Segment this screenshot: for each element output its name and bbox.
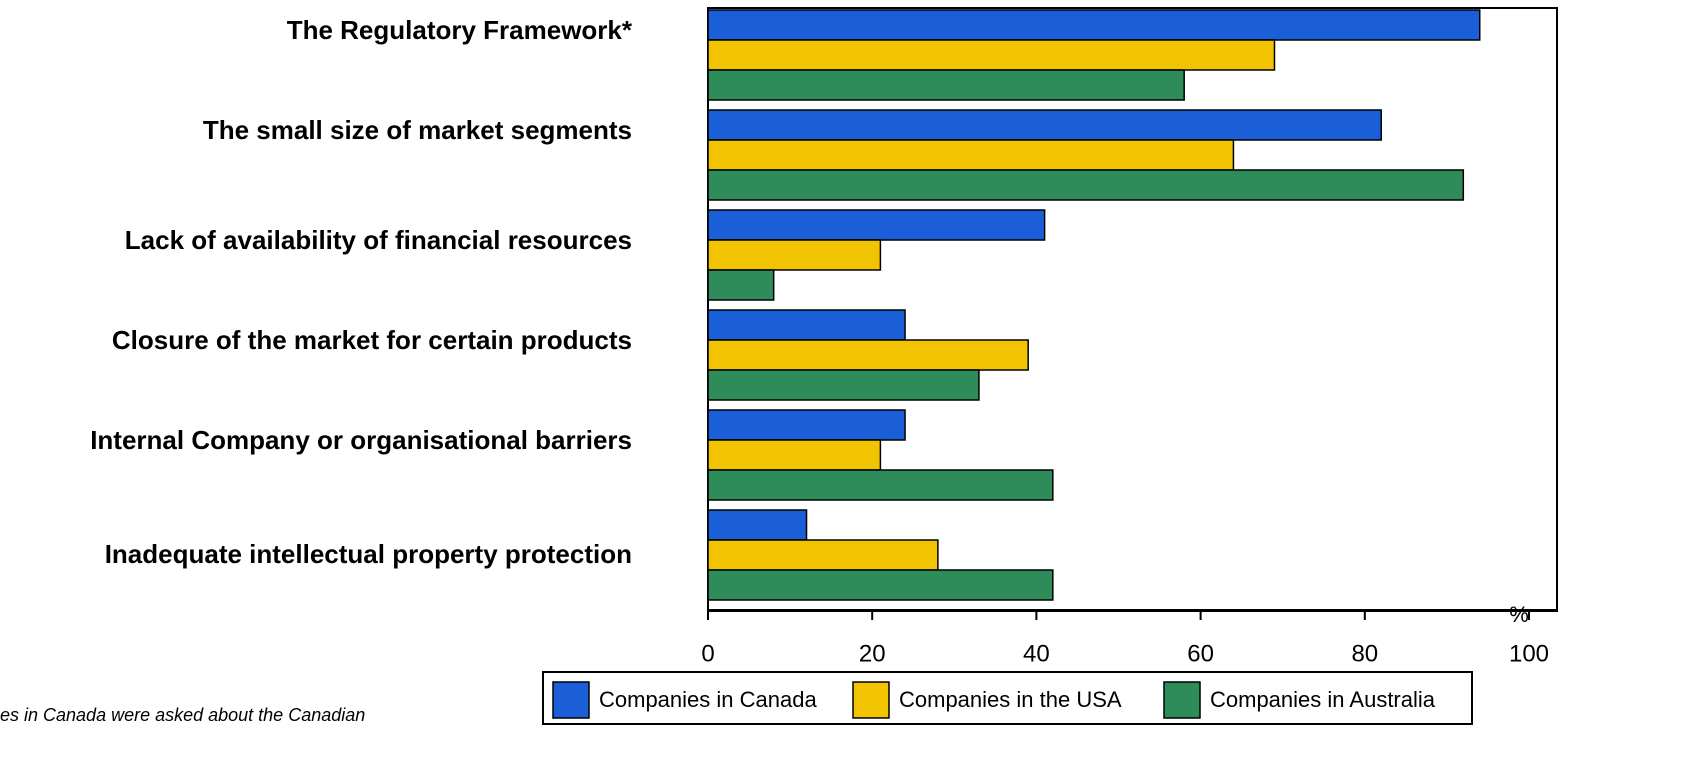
legend-swatch — [1163, 681, 1201, 719]
bar — [707, 109, 1382, 141]
x-tick-label: 20 — [859, 640, 886, 667]
x-tick-label: 80 — [1351, 640, 1378, 667]
legend-label: Companies in the USA — [899, 687, 1122, 712]
bar — [707, 409, 906, 441]
bar — [707, 539, 939, 571]
bar — [707, 9, 1481, 41]
bar — [707, 209, 1046, 241]
category-label: Internal Company or organisational barri… — [90, 425, 632, 455]
category-label: Closure of the market for certain produc… — [112, 325, 632, 355]
legend-label: Companies in Australia — [1210, 687, 1436, 712]
bar — [707, 469, 1054, 501]
legend-swatch — [852, 681, 890, 719]
bar — [707, 69, 1185, 101]
footnote: es in Canada were asked about the Canadi… — [0, 705, 365, 725]
bar — [707, 339, 1029, 371]
bar — [707, 239, 882, 271]
bar — [707, 569, 1054, 601]
bar — [707, 369, 980, 401]
x-tick-label: 60 — [1187, 640, 1214, 667]
category-label: Inadequate intellectual property protect… — [105, 539, 632, 569]
legend-label: Companies in Canada — [599, 687, 817, 712]
legend-swatch — [552, 681, 590, 719]
x-tick-label: 0 — [701, 640, 714, 667]
axis-unit: % — [1509, 602, 1529, 627]
bar — [707, 169, 1465, 201]
x-tick-label: 100 — [1509, 640, 1549, 667]
bar — [707, 509, 808, 541]
category-label: The Regulatory Framework* — [287, 15, 633, 45]
bar — [707, 309, 906, 341]
category-label: Lack of availability of financial resour… — [125, 225, 632, 255]
bar — [707, 39, 1276, 71]
legend-box — [542, 671, 1473, 725]
x-tick-label: 40 — [1023, 640, 1050, 667]
bar — [707, 139, 1235, 171]
bar — [707, 269, 775, 301]
category-label: The small size of market segments — [203, 115, 632, 145]
bar — [707, 439, 882, 471]
